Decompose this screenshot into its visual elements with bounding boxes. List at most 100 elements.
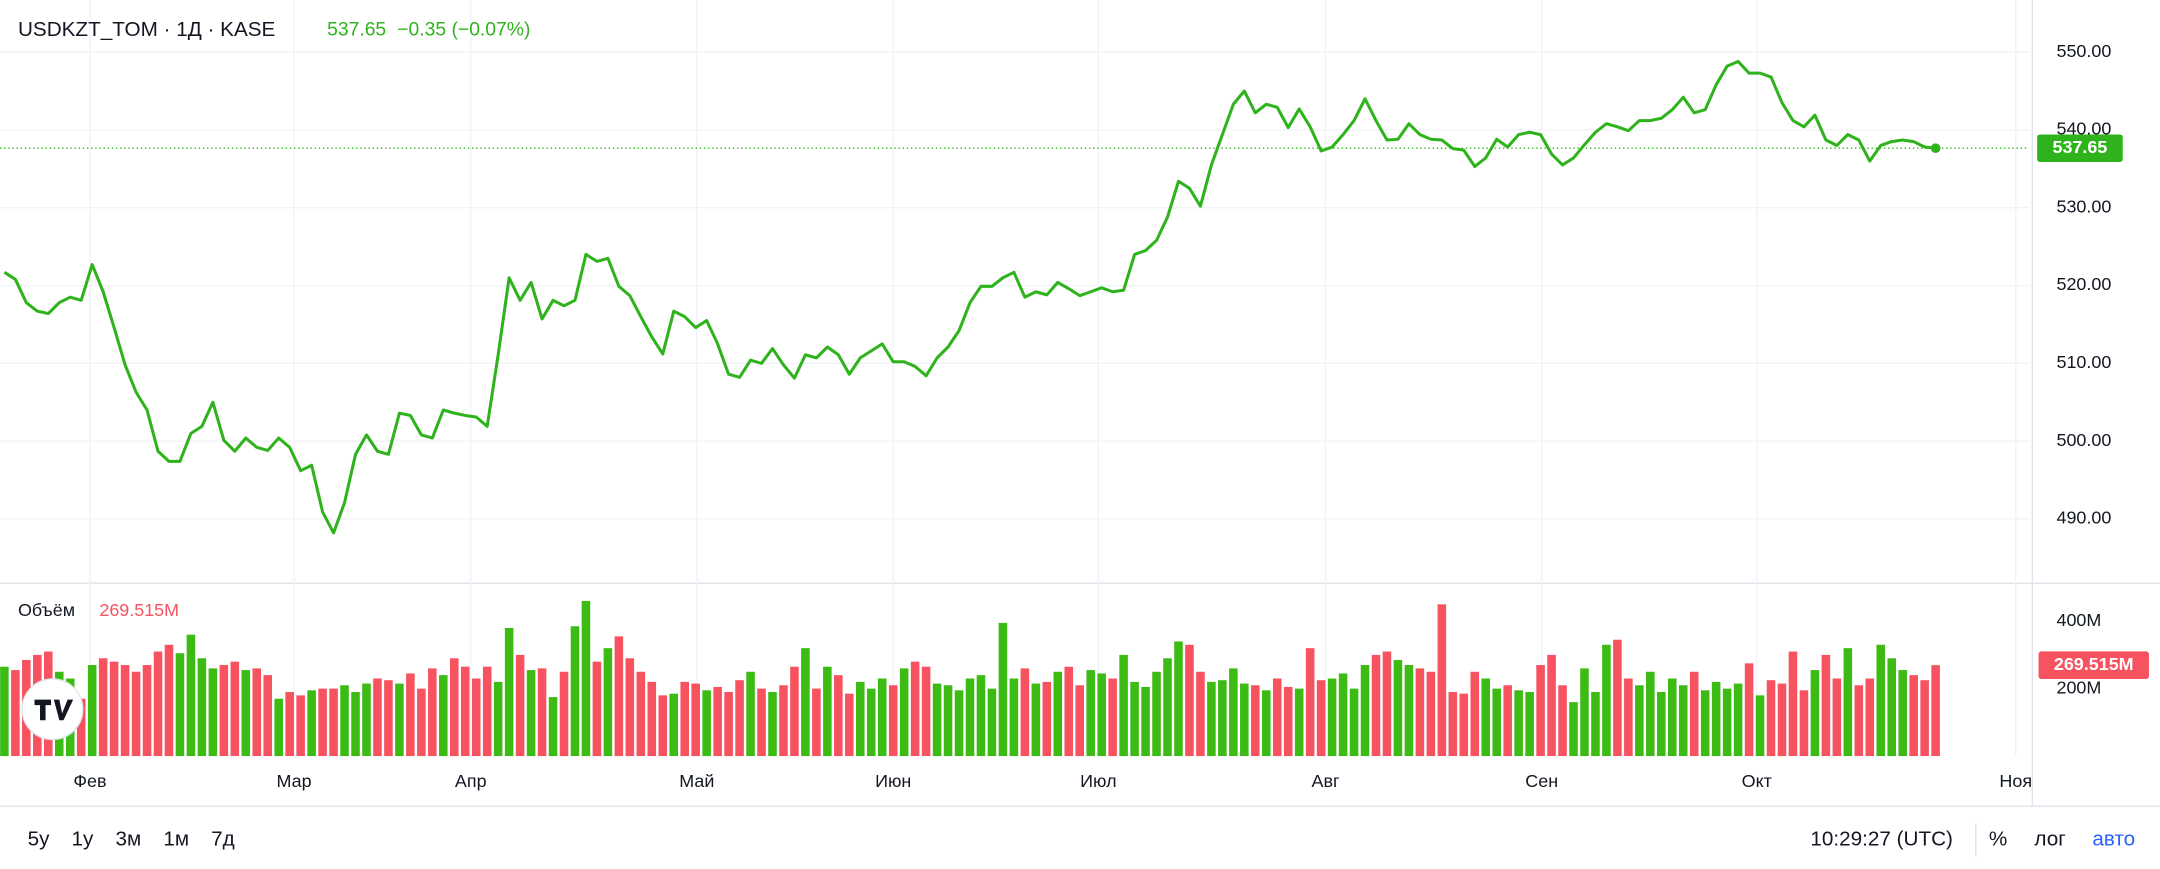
volume-bar bbox=[87, 665, 97, 757]
volume-title: Объём bbox=[18, 600, 75, 620]
volume-bar bbox=[504, 627, 514, 757]
clock: 10:29:27 (UTC) bbox=[1810, 828, 1953, 851]
x-tick-label: Апр bbox=[455, 771, 487, 791]
volume-bar bbox=[987, 688, 997, 757]
volume-bar bbox=[1283, 686, 1293, 757]
volume-bar bbox=[1667, 678, 1677, 757]
y-tick-label: 510.00 bbox=[2056, 352, 2111, 372]
volume-badge-label: 269.515M bbox=[2054, 654, 2134, 674]
scale-option[interactable]: % bbox=[1989, 828, 2007, 851]
volume-bar bbox=[1766, 680, 1776, 757]
volume-bar bbox=[1371, 654, 1381, 757]
range-button[interactable]: 1м bbox=[163, 828, 189, 851]
volume-bar bbox=[230, 661, 240, 757]
x-tick-label: Авг bbox=[1312, 771, 1340, 791]
volume-bar bbox=[1854, 685, 1864, 757]
volume-bar bbox=[526, 670, 536, 757]
volume-last: 269.515M bbox=[99, 600, 179, 620]
y-tick-label: 500.00 bbox=[2056, 430, 2111, 450]
symbol-title: USDKZT_TOM · 1Д · KASE bbox=[18, 18, 275, 41]
volume-bar bbox=[1218, 680, 1227, 757]
volume-bar bbox=[724, 692, 733, 757]
volume-bar bbox=[142, 665, 152, 757]
volume-bar bbox=[0, 666, 9, 757]
volume-bar bbox=[76, 698, 86, 757]
volume-bar bbox=[1799, 690, 1809, 757]
volume-bar bbox=[1174, 641, 1183, 757]
volume-bar bbox=[1536, 665, 1545, 757]
volume-bar bbox=[1020, 668, 1030, 757]
volume-bar bbox=[1415, 668, 1425, 757]
volume-bar bbox=[1382, 651, 1392, 757]
volume-bar bbox=[296, 695, 305, 757]
volume-bar bbox=[307, 690, 316, 757]
volume-bar bbox=[384, 680, 393, 757]
volume-bar bbox=[1316, 680, 1326, 757]
volume-bar bbox=[625, 658, 635, 757]
volume-bar bbox=[1755, 695, 1765, 757]
volume-bar bbox=[1163, 658, 1172, 757]
volume-bar bbox=[1887, 658, 1897, 757]
volume-badge bbox=[2038, 651, 2149, 679]
volume-bar bbox=[1514, 690, 1523, 757]
volume-bar bbox=[460, 666, 470, 757]
volume-bar bbox=[285, 692, 294, 757]
volume-bar bbox=[1569, 702, 1578, 757]
volume-bar bbox=[1305, 648, 1315, 757]
volume-bar bbox=[592, 661, 602, 757]
volume-bar bbox=[537, 668, 547, 757]
volume-bar bbox=[647, 681, 657, 757]
volume-bar bbox=[812, 688, 821, 757]
volume-bar bbox=[1481, 678, 1491, 757]
volume-bar bbox=[1547, 654, 1556, 757]
volume-bar bbox=[658, 695, 668, 757]
volume-bar bbox=[757, 688, 766, 757]
volume-bar bbox=[1229, 668, 1238, 757]
volume-bar bbox=[1492, 688, 1501, 757]
scale-option[interactable]: лог bbox=[2034, 828, 2065, 851]
volume-bar bbox=[559, 671, 569, 757]
volume-bar bbox=[1865, 678, 1875, 757]
volume-bar bbox=[669, 693, 679, 757]
x-tick-label: Мар bbox=[277, 771, 312, 791]
volume-bar bbox=[1678, 685, 1688, 757]
range-button[interactable]: 3м bbox=[116, 828, 142, 851]
volume-bar bbox=[548, 697, 558, 757]
x-tick-label: Ноя bbox=[1999, 771, 2032, 791]
volume-bar bbox=[1821, 654, 1831, 757]
volume-bar bbox=[866, 688, 876, 757]
volume-bar bbox=[406, 673, 415, 757]
volume-bar bbox=[1108, 678, 1117, 757]
scale-option[interactable]: авто bbox=[2092, 828, 2135, 851]
volume-bar bbox=[493, 681, 503, 757]
volume-bar bbox=[691, 683, 700, 757]
volume-bar bbox=[888, 685, 898, 757]
volume-bar bbox=[362, 683, 371, 757]
volume-bar bbox=[1196, 671, 1205, 757]
volume-bar bbox=[1360, 665, 1370, 757]
volume-bar bbox=[109, 661, 119, 757]
range-button[interactable]: 5у bbox=[28, 828, 51, 851]
volume-bar bbox=[1031, 683, 1041, 757]
volume-bar bbox=[11, 670, 20, 757]
volume-bar bbox=[1646, 671, 1655, 757]
price-badge bbox=[2037, 134, 2123, 162]
volume-bar bbox=[131, 671, 141, 757]
volume-bar bbox=[274, 698, 283, 757]
volume-bar bbox=[1327, 678, 1337, 757]
volume-bar bbox=[449, 658, 459, 757]
volume-bar bbox=[373, 678, 382, 757]
range-button[interactable]: 7д bbox=[211, 828, 235, 851]
volume-bar bbox=[1437, 604, 1447, 757]
volume-bar bbox=[1613, 639, 1622, 757]
volume-bar bbox=[175, 653, 185, 757]
volume-bar bbox=[1393, 659, 1403, 757]
volume-bar bbox=[713, 686, 722, 757]
range-button[interactable]: 1у bbox=[72, 828, 95, 851]
volume-bar bbox=[1722, 688, 1732, 757]
volume-bar bbox=[1064, 666, 1074, 757]
volume-bar bbox=[1053, 671, 1063, 757]
volume-bar bbox=[1744, 663, 1754, 757]
volume-bar bbox=[153, 651, 163, 757]
price-line bbox=[3, 59, 1936, 535]
